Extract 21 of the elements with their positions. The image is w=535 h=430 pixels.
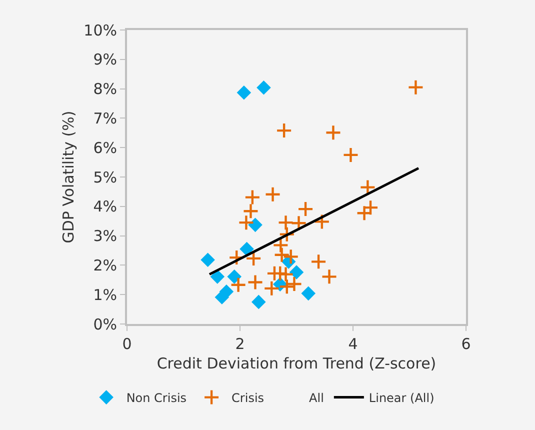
legend-label: Non Crisis: [126, 390, 187, 405]
y-tick-label: 0%: [93, 315, 117, 334]
y-tick-label: 7%: [93, 109, 117, 128]
y-tick-label: 8%: [93, 80, 117, 98]
x-axis-title: Credit Deviation from Trend (Z-score): [156, 354, 436, 372]
text: All: [309, 390, 324, 405]
x-tick-label: 4: [348, 335, 358, 353]
legend-label: Crisis: [232, 390, 264, 405]
y-tick-label: 6%: [93, 138, 117, 157]
x-tick-label: 0: [122, 335, 132, 353]
x-tick-label: 2: [235, 335, 245, 353]
y-tick-label: 1%: [93, 286, 117, 304]
y-tick-label: 4%: [93, 198, 117, 216]
x-tick-label: 6: [461, 335, 471, 353]
y-tick-label: 2%: [93, 256, 117, 274]
y-tick-label: 9%: [93, 50, 117, 69]
y-tick-label: 3%: [93, 227, 117, 246]
y-axis-title: GDP Volatility (%): [59, 110, 78, 244]
y-tick-label: 10%: [84, 21, 117, 40]
legend-label: Linear (All): [368, 390, 434, 405]
y-tick-label: 5%: [93, 168, 117, 186]
